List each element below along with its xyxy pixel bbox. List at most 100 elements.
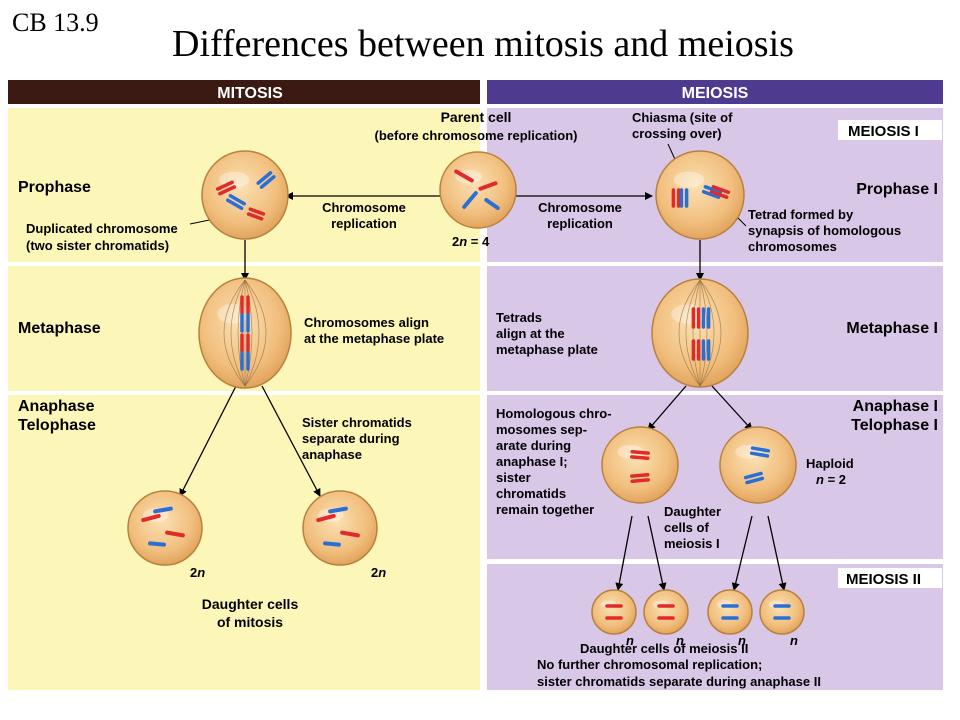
meiosis-final-note: No further chromosomal replication; siste… bbox=[537, 657, 821, 689]
meiosis-2-daughter-cell bbox=[759, 589, 805, 635]
chromosome bbox=[248, 207, 266, 216]
parent-cell-subtitle: (before chromosome replication) bbox=[375, 128, 578, 143]
chromosome bbox=[711, 185, 731, 195]
chromosome bbox=[340, 530, 360, 538]
arrow-meiosis-to-daughter-left bbox=[647, 385, 687, 431]
meiosis-2-n-label: n bbox=[738, 633, 746, 648]
meiosis-2-daughter-cell bbox=[707, 589, 753, 635]
arrow-m2-a bbox=[615, 515, 633, 591]
meiosis-stage-prophase: Prophase I bbox=[856, 181, 938, 198]
mitosis-header-label: MITOSIS bbox=[217, 85, 283, 102]
chromosome bbox=[246, 212, 264, 221]
meiosis-2-n-label: n bbox=[676, 633, 684, 648]
row-divider bbox=[487, 559, 943, 564]
chromosome bbox=[454, 169, 474, 183]
chiasma-label: Chiasma (site of crossing over) bbox=[632, 110, 733, 141]
meiosis-2-daughter-cell bbox=[643, 589, 689, 635]
meiosis-1-tag-box bbox=[838, 120, 942, 140]
mitosis-stage-prophase: Prophase bbox=[18, 179, 91, 196]
chromosome bbox=[750, 446, 771, 453]
duplicated-chromosome-label: Duplicated chromosome (two sister chromat… bbox=[26, 221, 178, 253]
mitosis-daughter-ploidy-left: 2n bbox=[190, 565, 205, 580]
chromosome bbox=[256, 171, 273, 185]
mitosis-metaphase-cell bbox=[198, 277, 292, 389]
chromosome bbox=[709, 189, 729, 199]
meiosis-header-label: MEIOSIS bbox=[682, 85, 749, 102]
mitosis-prophase-cell bbox=[201, 150, 289, 240]
chromosome bbox=[228, 193, 246, 206]
meiosis-1-daughter-cell-right bbox=[719, 426, 797, 504]
chromosome bbox=[218, 185, 237, 196]
meiosis-prophase-cell bbox=[655, 150, 745, 240]
parent-ploidy: 2n = 4 bbox=[452, 234, 490, 249]
mitosis-replication-label: Chromosome replication bbox=[322, 200, 406, 231]
chromosome bbox=[215, 180, 234, 191]
chromosome bbox=[323, 541, 341, 547]
chromosome bbox=[630, 478, 650, 484]
chromosome bbox=[259, 175, 276, 189]
arrow-m2-d bbox=[767, 515, 787, 591]
chromosome bbox=[749, 451, 770, 458]
cells bbox=[127, 150, 805, 635]
mitosis-daughter-cell-right bbox=[302, 490, 378, 566]
meiosis-stage-anaphase: Anaphase I bbox=[853, 398, 938, 415]
chromosome bbox=[745, 476, 765, 485]
chromosome bbox=[462, 191, 478, 209]
chromosome bbox=[484, 197, 500, 211]
chromosome bbox=[153, 506, 173, 514]
chromosome bbox=[630, 449, 650, 455]
mitosis-daughter-label: Daughter cells of mitosis bbox=[202, 596, 299, 630]
slide-tag: CB 13.9 bbox=[12, 8, 99, 37]
meiosis-2-n-label: n bbox=[626, 633, 634, 648]
mitosis-header bbox=[8, 80, 480, 104]
mitosis-stage-anaphase: Anaphase bbox=[18, 398, 95, 415]
chromosome bbox=[478, 181, 498, 191]
meiosis-metaphase-cell bbox=[651, 278, 749, 388]
meiosis-2-n-label: n bbox=[790, 633, 798, 648]
meiosis-stage-telophase: Telophase I bbox=[851, 417, 938, 434]
tetrad-label: Tetrad formed by synapsis of homologous ch… bbox=[748, 207, 901, 254]
meiosis-stage-metaphase: Metaphase I bbox=[846, 320, 938, 337]
mitosis-stage-metaphase: Metaphase bbox=[18, 320, 101, 337]
meiosis-2-daughter-cell bbox=[591, 589, 637, 635]
arrow-mitosis-to-daughter-left bbox=[179, 385, 237, 497]
meiosis-1-tag: MEIOSIS I bbox=[848, 123, 919, 140]
chromosome bbox=[165, 530, 185, 538]
chromosome bbox=[316, 513, 336, 523]
chromosome bbox=[703, 185, 723, 195]
parent-cell-title: Parent cell bbox=[441, 109, 512, 125]
mitosis-daughter-ploidy-right: 2n bbox=[371, 565, 386, 580]
meiosis-2-tag: MEIOSIS II bbox=[846, 571, 921, 588]
row-divider bbox=[8, 391, 480, 395]
mitosis-daughter-cell-left bbox=[127, 490, 203, 566]
mitosis-stage-telophase: Telophase bbox=[18, 417, 96, 434]
arrow-meiosis-to-daughter-right bbox=[711, 385, 753, 431]
chromosome bbox=[630, 472, 650, 478]
homologous-label: Homologous chro- mosomes sep- arate duri… bbox=[496, 406, 615, 517]
chromosome bbox=[226, 198, 244, 211]
chromosome bbox=[630, 455, 650, 461]
chromosome bbox=[148, 541, 166, 547]
tetrads-align-label: Tetrads align at the metaphase plate bbox=[496, 310, 598, 357]
chromosome bbox=[141, 513, 161, 523]
row-divider bbox=[487, 262, 943, 266]
meiosis-1-daughter-label: Daughter cells of meiosis I bbox=[664, 504, 721, 551]
meiosis-2-tag-box bbox=[838, 568, 942, 588]
arrows bbox=[179, 143, 787, 591]
arrow-m2-b bbox=[647, 515, 667, 591]
chromosome bbox=[701, 189, 721, 199]
arrow-mitosis-to-daughter-right bbox=[261, 385, 321, 497]
chromosome bbox=[328, 506, 348, 514]
parent-cell bbox=[439, 151, 517, 229]
chromosomes-align-label: Chromosomes align at the metaphase plate bbox=[304, 315, 444, 346]
sister-chromatids-label: Sister chromatids separate during anaphase bbox=[302, 415, 412, 462]
meiosis-1-daughter-cell-left bbox=[601, 426, 679, 504]
meiosis-header bbox=[487, 80, 943, 104]
arrow-m2-c bbox=[731, 515, 753, 591]
meiosis-replication-label: Chromosome replication bbox=[538, 200, 622, 231]
slide-title: Differences between mitosis and meiosis bbox=[172, 23, 794, 65]
row-divider bbox=[487, 391, 943, 395]
haploid-label: Haploid n = 2 bbox=[806, 456, 854, 487]
meiosis-2-daughter-label: Daughter cells of meiosis II bbox=[580, 641, 748, 656]
